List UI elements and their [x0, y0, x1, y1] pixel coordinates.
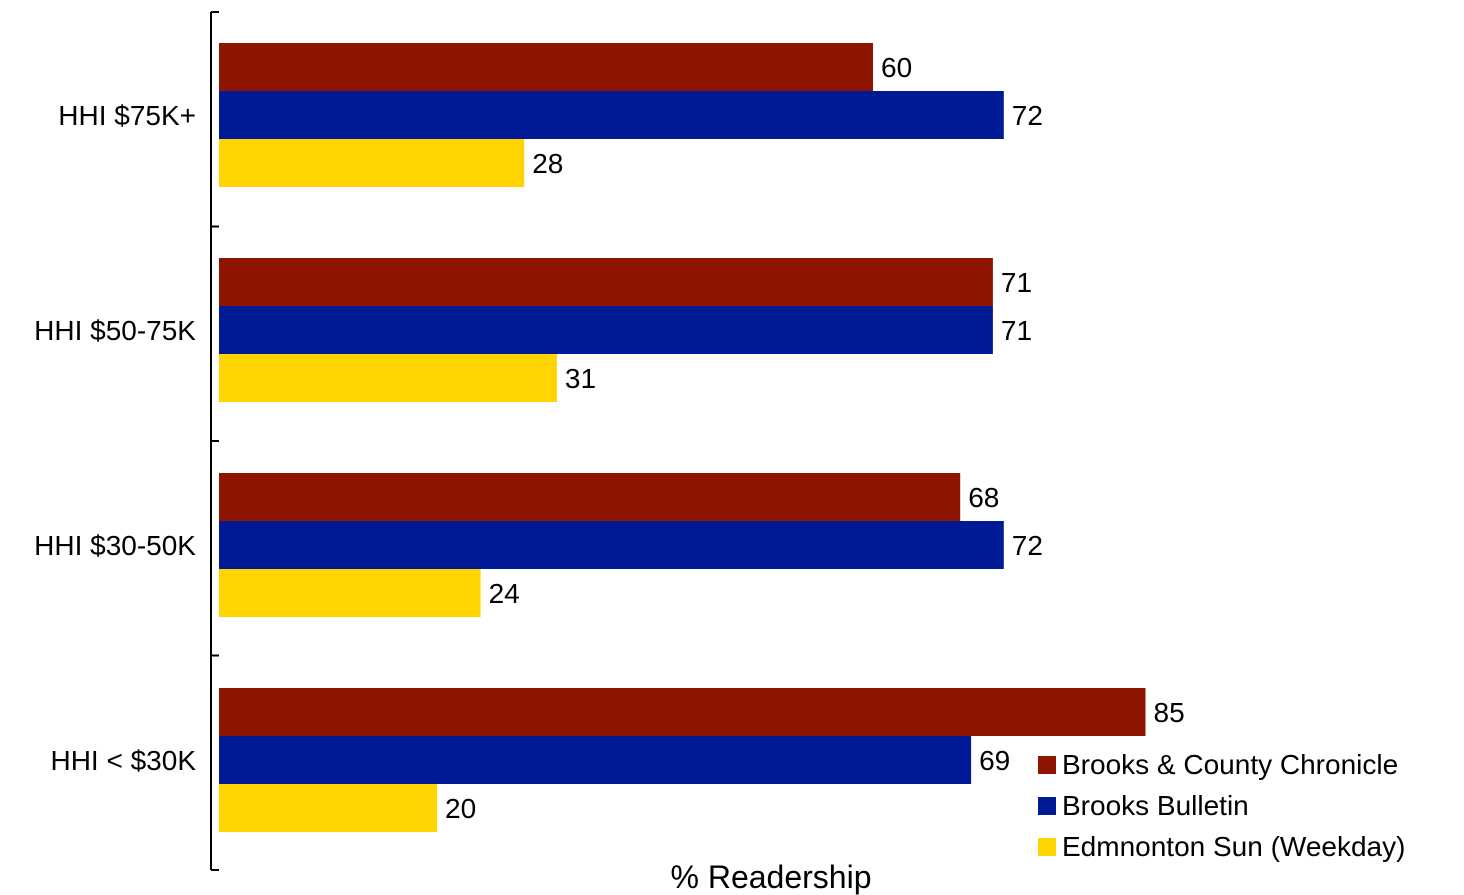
legend: Brooks & County Chronicle Brooks Bulletin… [1038, 749, 1405, 862]
bar [219, 354, 557, 402]
legend-swatch [1038, 797, 1056, 815]
value-labels-layer: 60 72 28 71 71 31 68 72 24 85 69 20 [445, 52, 1185, 824]
bar [219, 91, 1004, 139]
category-label: HHI $30-50K [34, 530, 196, 561]
bar [219, 139, 525, 187]
category-label: HHI $75K+ [58, 100, 196, 131]
bar [219, 306, 993, 354]
bars-layer [219, 43, 1146, 832]
bar [219, 43, 873, 91]
bar [219, 258, 993, 306]
x-axis-title: % Readership [671, 859, 872, 895]
value-label: 72 [1012, 100, 1043, 131]
legend-entry: Brooks Bulletin [1062, 790, 1249, 821]
bar [219, 521, 1004, 569]
bar [219, 736, 972, 784]
value-label: 28 [532, 148, 563, 179]
legend-swatch [1038, 838, 1056, 856]
value-label: 60 [881, 52, 912, 83]
category-label: HHI < $30K [50, 745, 196, 776]
category-label: HHI $50-75K [34, 315, 196, 346]
legend-swatch [1038, 756, 1056, 774]
bar [219, 688, 1146, 736]
bar [219, 473, 961, 521]
bar [219, 784, 437, 832]
value-label: 72 [1012, 530, 1043, 561]
value-label: 69 [979, 745, 1010, 776]
value-label: 31 [565, 363, 596, 394]
bar [219, 569, 481, 617]
value-label: 20 [445, 793, 476, 824]
category-labels-layer: HHI $75K+ HHI $50-75K HHI $30-50K HHI < $30… [34, 100, 196, 776]
value-label: 68 [968, 482, 999, 513]
legend-entry: Brooks & County Chronicle [1062, 749, 1398, 780]
value-label: 24 [489, 578, 520, 609]
value-label: 71 [1001, 315, 1032, 346]
value-label: 71 [1001, 267, 1032, 298]
y-axis [210, 11, 219, 871]
value-label: 85 [1154, 697, 1185, 728]
legend-entry: Edmnonton Sun (Weekday) [1062, 831, 1405, 862]
